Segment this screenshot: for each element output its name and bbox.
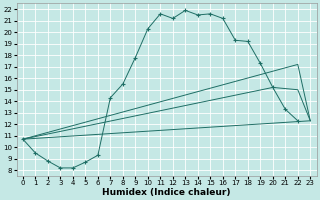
X-axis label: Humidex (Indice chaleur): Humidex (Indice chaleur) xyxy=(102,188,231,197)
